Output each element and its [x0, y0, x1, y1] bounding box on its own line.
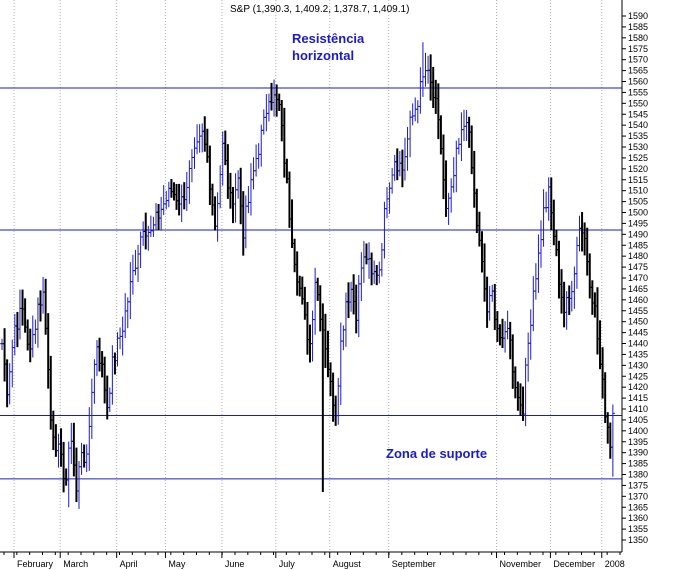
y-tick-label: 1520 — [628, 164, 648, 174]
y-tick-label: 1590 — [628, 11, 648, 21]
y-tick-label: 1455 — [628, 306, 648, 316]
x-tick-label: August — [333, 559, 362, 569]
y-tick-label: 1575 — [628, 44, 648, 54]
annotation-support-zone: Zona de suporte — [386, 446, 487, 461]
y-tick-label: 1350 — [628, 535, 648, 545]
x-tick-label: November — [500, 559, 542, 569]
price-bars — [0, 42, 615, 509]
y-tick-label: 1365 — [628, 502, 648, 512]
y-tick-label: 1450 — [628, 317, 648, 327]
x-tick-label: April — [120, 559, 138, 569]
y-tick-label: 1375 — [628, 480, 648, 490]
y-tick-label: 1395 — [628, 437, 648, 447]
y-tick-label: 1555 — [628, 87, 648, 97]
x-tick-label: December — [553, 559, 595, 569]
y-tick-label: 1460 — [628, 295, 648, 305]
y-tick-label: 1505 — [628, 197, 648, 207]
y-tick-label: 1490 — [628, 229, 648, 239]
x-tick-label: 2008 — [605, 559, 625, 569]
x-tick-label: March — [63, 559, 88, 569]
y-ticks: 1350135513601365137013751380138513901395… — [622, 11, 648, 545]
y-tick-label: 1390 — [628, 448, 648, 458]
x-ticks: February March April May June July August Septe… — [3, 552, 625, 569]
y-tick-label: 1445 — [628, 328, 648, 338]
horizontal-lines — [0, 87, 622, 480]
y-tick-label: 1355 — [628, 524, 648, 534]
x-tick-label: May — [168, 559, 186, 569]
y-tick-label: 1420 — [628, 382, 648, 392]
y-tick-label: 1465 — [628, 284, 648, 294]
x-tick-label: July — [279, 559, 296, 569]
y-tick-label: 1470 — [628, 273, 648, 283]
y-tick-label: 1550 — [628, 98, 648, 108]
annotation-resistance-line2: horizontal — [292, 48, 354, 63]
y-tick-label: 1410 — [628, 404, 648, 414]
y-tick-label: 1435 — [628, 349, 648, 359]
x-tick-label: June — [225, 559, 245, 569]
y-tick-label: 1570 — [628, 55, 648, 65]
y-tick-label: 1565 — [628, 66, 648, 76]
chart-title: S&P (1,390.3, 1,409.2, 1,378.7, 1,409.1) — [230, 4, 409, 15]
y-tick-label: 1515 — [628, 175, 648, 185]
y-tick-label: 1380 — [628, 470, 648, 480]
y-tick-label: 1360 — [628, 513, 648, 523]
y-tick-label: 1475 — [628, 262, 648, 272]
y-tick-label: 1530 — [628, 142, 648, 152]
y-tick-label: 1430 — [628, 360, 648, 370]
y-tick-label: 1540 — [628, 120, 648, 130]
y-tick-label: 1500 — [628, 208, 648, 218]
y-tick-label: 1425 — [628, 371, 648, 381]
y-tick-label: 1525 — [628, 153, 648, 163]
x-tick-label: February — [17, 559, 54, 569]
y-tick-label: 1385 — [628, 459, 648, 469]
y-tick-label: 1535 — [628, 131, 648, 141]
x-tick-label: September — [392, 559, 436, 569]
y-tick-label: 1545 — [628, 109, 648, 119]
y-tick-label: 1585 — [628, 22, 648, 32]
y-tick-label: 1400 — [628, 426, 648, 436]
y-tick-label: 1580 — [628, 33, 648, 43]
y-tick-label: 1485 — [628, 240, 648, 250]
y-tick-label: 1415 — [628, 393, 648, 403]
y-tick-label: 1510 — [628, 186, 648, 196]
y-tick-label: 1480 — [628, 251, 648, 261]
y-tick-label: 1405 — [628, 415, 648, 425]
y-tick-label: 1370 — [628, 491, 648, 501]
y-tick-label: 1495 — [628, 218, 648, 228]
y-tick-label: 1560 — [628, 77, 648, 87]
annotation-resistance-line1: Resistência — [292, 31, 365, 46]
y-tick-label: 1440 — [628, 339, 648, 349]
